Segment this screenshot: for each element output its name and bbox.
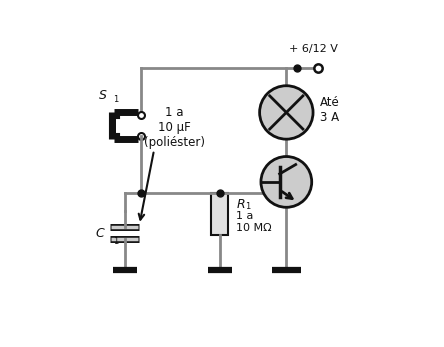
Text: Até
3 A: Até 3 A [320, 96, 340, 124]
Circle shape [261, 156, 312, 207]
FancyBboxPatch shape [211, 193, 228, 235]
Text: S: S [99, 89, 107, 102]
Text: + 6/12 V: + 6/12 V [289, 44, 337, 54]
Circle shape [260, 86, 313, 139]
Text: 1: 1 [246, 202, 251, 211]
Text: 1 a
10 μF
(poliéster): 1 a 10 μF (poliéster) [143, 105, 205, 149]
Text: C: C [96, 227, 105, 240]
Text: R: R [236, 198, 245, 211]
Text: 1: 1 [113, 95, 118, 104]
Text: 1: 1 [113, 237, 118, 246]
Text: 1 a
10 MΩ: 1 a 10 MΩ [236, 211, 272, 233]
